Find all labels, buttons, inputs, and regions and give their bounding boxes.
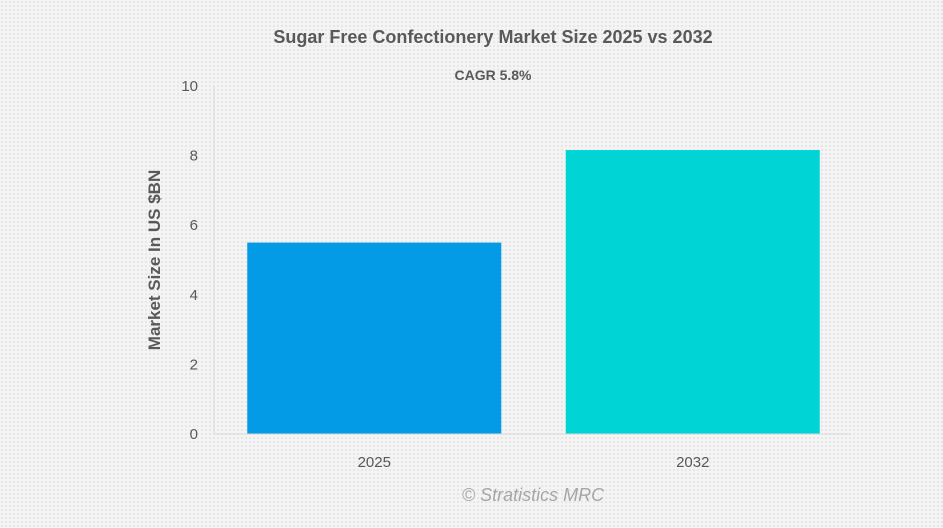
bar-2025 xyxy=(247,242,502,434)
chart-title: Sugar Free Confectionery Market Size 202… xyxy=(273,27,712,47)
y-tick-label: 4 xyxy=(190,287,198,304)
bar-2032 xyxy=(565,150,820,435)
credit-text: © Stratistics MRC xyxy=(462,485,605,505)
y-tick-label: 8 xyxy=(190,148,198,165)
y-tick-label: 2 xyxy=(190,356,198,373)
chart-subtitle: CAGR 5.8% xyxy=(454,67,532,83)
x-tick-label: 2032 xyxy=(676,454,709,471)
y-tick-label: 10 xyxy=(181,78,198,95)
y-tick-label: 0 xyxy=(190,426,198,443)
y-tick-label: 6 xyxy=(190,217,198,234)
y-axis-label: Market Size In US $BN xyxy=(145,170,164,350)
x-tick-label: 2025 xyxy=(358,454,391,471)
